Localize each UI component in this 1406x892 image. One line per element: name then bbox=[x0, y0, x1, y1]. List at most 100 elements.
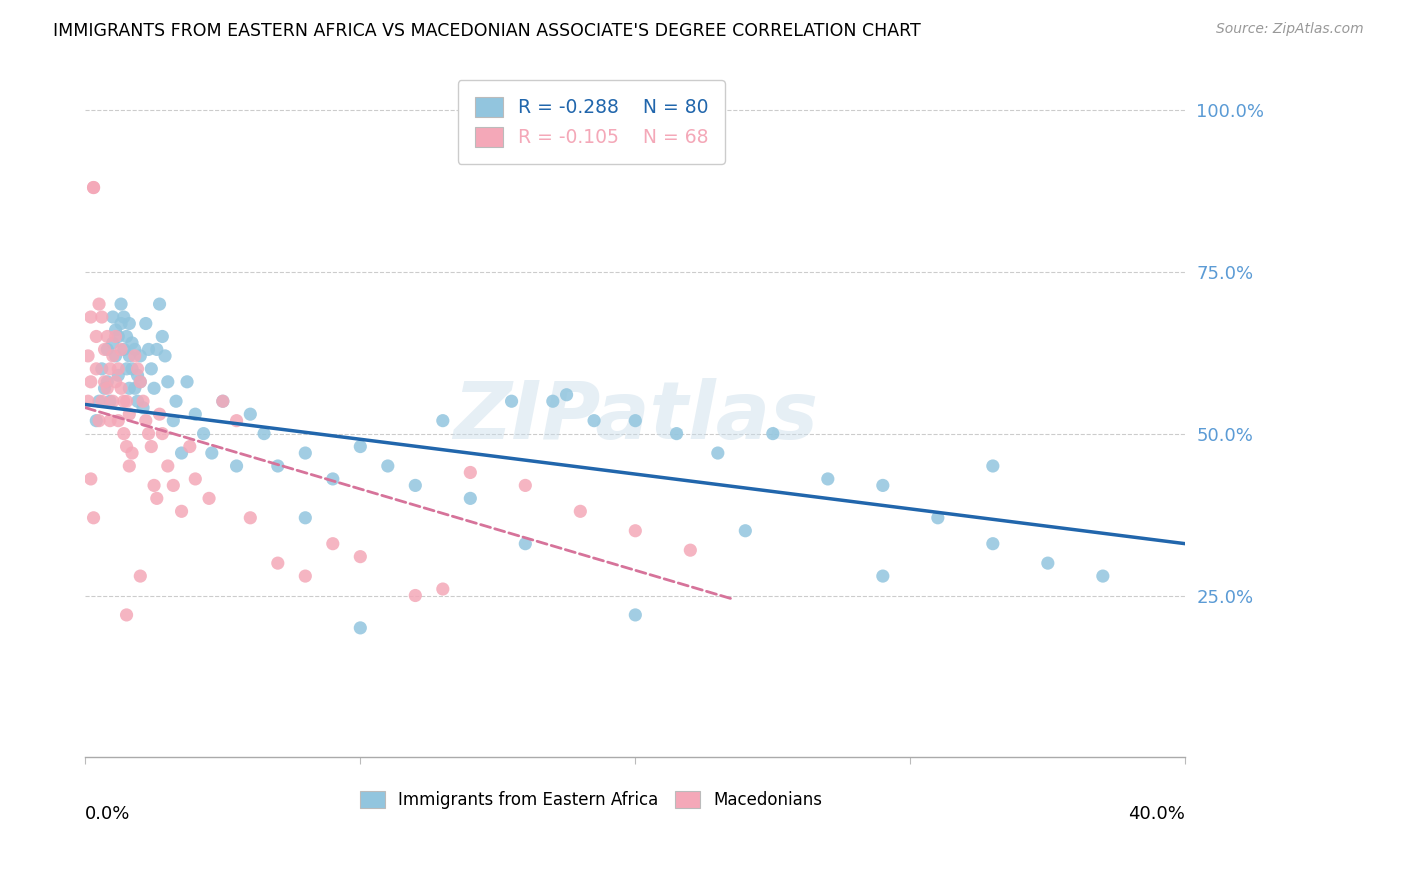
Macedonians bbox=[322, 537, 344, 551]
Immigrants from Eastern Africa bbox=[201, 446, 224, 460]
Text: Source: ZipAtlas.com: Source: ZipAtlas.com bbox=[1216, 22, 1364, 37]
Macedonians bbox=[179, 440, 201, 454]
Macedonians bbox=[101, 394, 124, 409]
Macedonians bbox=[115, 607, 138, 622]
Macedonians bbox=[143, 478, 166, 492]
Immigrants from Eastern Africa bbox=[927, 510, 949, 524]
Macedonians bbox=[83, 180, 105, 194]
Macedonians bbox=[198, 491, 221, 506]
Immigrants from Eastern Africa bbox=[981, 537, 1004, 551]
Immigrants from Eastern Africa bbox=[322, 472, 344, 486]
Macedonians bbox=[162, 478, 184, 492]
Macedonians bbox=[515, 478, 537, 492]
Immigrants from Eastern Africa bbox=[253, 426, 276, 441]
Immigrants from Eastern Africa bbox=[541, 394, 564, 409]
Immigrants from Eastern Africa bbox=[294, 446, 316, 460]
Immigrants from Eastern Africa bbox=[115, 329, 138, 343]
Immigrants from Eastern Africa bbox=[1091, 569, 1114, 583]
Immigrants from Eastern Africa bbox=[349, 440, 371, 454]
Macedonians bbox=[129, 375, 152, 389]
Macedonians bbox=[83, 180, 105, 194]
Immigrants from Eastern Africa bbox=[107, 368, 129, 383]
Macedonians bbox=[432, 582, 454, 596]
Immigrants from Eastern Africa bbox=[515, 537, 537, 551]
Macedonians bbox=[294, 569, 316, 583]
Macedonians bbox=[77, 394, 100, 409]
Macedonians bbox=[112, 394, 135, 409]
Macedonians bbox=[101, 349, 124, 363]
Macedonians bbox=[569, 504, 592, 518]
Immigrants from Eastern Africa bbox=[148, 297, 170, 311]
Immigrants from Eastern Africa bbox=[501, 394, 523, 409]
Immigrants from Eastern Africa bbox=[981, 458, 1004, 473]
Immigrants from Eastern Africa bbox=[143, 381, 166, 395]
Immigrants from Eastern Africa bbox=[96, 375, 118, 389]
Immigrants from Eastern Africa bbox=[665, 426, 688, 441]
Macedonians bbox=[107, 362, 129, 376]
Immigrants from Eastern Africa bbox=[267, 458, 290, 473]
Immigrants from Eastern Africa bbox=[98, 394, 121, 409]
Immigrants from Eastern Africa bbox=[138, 343, 160, 357]
Immigrants from Eastern Africa bbox=[225, 458, 247, 473]
Macedonians bbox=[148, 407, 170, 421]
Immigrants from Eastern Africa bbox=[132, 401, 155, 415]
Macedonians bbox=[127, 362, 149, 376]
Macedonians bbox=[135, 414, 157, 428]
Immigrants from Eastern Africa bbox=[90, 362, 112, 376]
Immigrants from Eastern Africa bbox=[460, 491, 482, 506]
Immigrants from Eastern Africa bbox=[112, 310, 135, 324]
Macedonians bbox=[104, 329, 127, 343]
Immigrants from Eastern Africa bbox=[135, 317, 157, 331]
Immigrants from Eastern Africa bbox=[817, 472, 839, 486]
Macedonians bbox=[84, 362, 107, 376]
Immigrants from Eastern Africa bbox=[404, 478, 426, 492]
Macedonians bbox=[96, 381, 118, 395]
Immigrants from Eastern Africa bbox=[129, 375, 152, 389]
Immigrants from Eastern Africa bbox=[872, 569, 894, 583]
Immigrants from Eastern Africa bbox=[127, 368, 149, 383]
Immigrants from Eastern Africa bbox=[377, 458, 399, 473]
Macedonians bbox=[90, 310, 112, 324]
Immigrants from Eastern Africa bbox=[124, 343, 146, 357]
Macedonians bbox=[98, 362, 121, 376]
Immigrants from Eastern Africa bbox=[432, 414, 454, 428]
Macedonians bbox=[170, 504, 193, 518]
Macedonians bbox=[112, 426, 135, 441]
Immigrants from Eastern Africa bbox=[87, 394, 110, 409]
Immigrants from Eastern Africa bbox=[127, 394, 149, 409]
Immigrants from Eastern Africa bbox=[624, 607, 647, 622]
Immigrants from Eastern Africa bbox=[118, 381, 141, 395]
Macedonians bbox=[146, 491, 169, 506]
Macedonians bbox=[115, 440, 138, 454]
Macedonians bbox=[115, 394, 138, 409]
Macedonians bbox=[110, 343, 132, 357]
Macedonians bbox=[138, 426, 160, 441]
Immigrants from Eastern Africa bbox=[193, 426, 215, 441]
Immigrants from Eastern Africa bbox=[112, 343, 135, 357]
Immigrants from Eastern Africa bbox=[101, 335, 124, 350]
Immigrants from Eastern Africa bbox=[184, 407, 207, 421]
Immigrants from Eastern Africa bbox=[96, 343, 118, 357]
Macedonians bbox=[121, 446, 143, 460]
Macedonians bbox=[104, 375, 127, 389]
Immigrants from Eastern Africa bbox=[624, 414, 647, 428]
Macedonians bbox=[460, 466, 482, 480]
Immigrants from Eastern Africa bbox=[707, 446, 730, 460]
Immigrants from Eastern Africa bbox=[110, 297, 132, 311]
Immigrants from Eastern Africa bbox=[146, 343, 169, 357]
Macedonians bbox=[267, 556, 290, 570]
Immigrants from Eastern Africa bbox=[156, 375, 179, 389]
Macedonians bbox=[80, 375, 103, 389]
Macedonians bbox=[679, 543, 702, 558]
Immigrants from Eastern Africa bbox=[118, 317, 141, 331]
Immigrants from Eastern Africa bbox=[239, 407, 262, 421]
Immigrants from Eastern Africa bbox=[1036, 556, 1059, 570]
Immigrants from Eastern Africa bbox=[104, 349, 127, 363]
Macedonians bbox=[118, 458, 141, 473]
Macedonians bbox=[80, 310, 103, 324]
Text: ZIPatlas: ZIPatlas bbox=[453, 378, 818, 457]
Immigrants from Eastern Africa bbox=[150, 329, 173, 343]
Immigrants from Eastern Africa bbox=[734, 524, 756, 538]
Macedonians bbox=[90, 394, 112, 409]
Immigrants from Eastern Africa bbox=[872, 478, 894, 492]
